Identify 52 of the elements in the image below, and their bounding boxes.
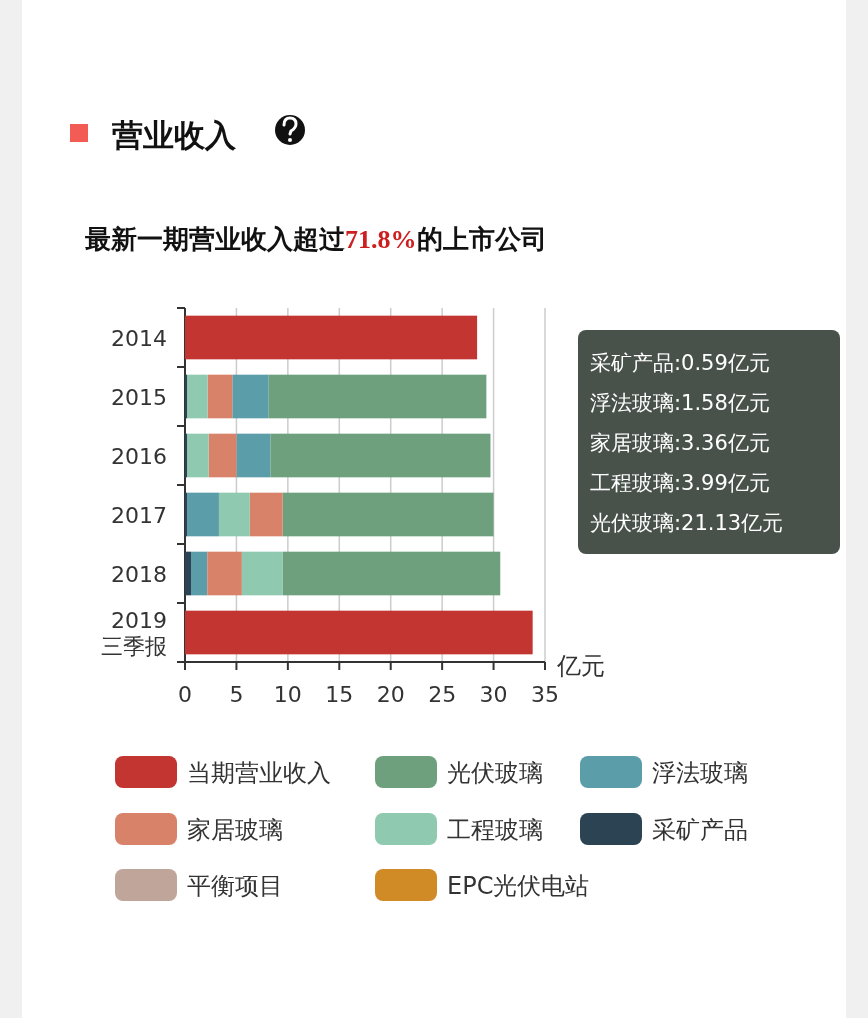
bar <box>185 492 188 537</box>
text: 家居玻璃:3.36亿元 <box>590 431 770 455</box>
x-tick-label: 5 <box>229 682 244 707</box>
bar <box>232 374 269 419</box>
bar <box>207 551 242 596</box>
x-tick-label: 0 <box>178 682 192 707</box>
bar <box>187 374 208 419</box>
bar <box>268 374 487 419</box>
bar <box>236 433 271 478</box>
x-axis-title: 亿元 <box>556 652 605 680</box>
y-tick-label: 2017 <box>111 502 167 528</box>
legend-label: 平衡项目 <box>187 872 283 900</box>
legend-label: EPC光伏电站 <box>447 872 590 900</box>
bar <box>187 433 209 478</box>
bar <box>185 551 192 596</box>
bar <box>218 492 250 537</box>
y-tick-label: 2016 <box>111 443 167 469</box>
y-tick-label: 2019 三季报 <box>101 607 167 659</box>
bar <box>270 433 491 478</box>
bar <box>207 374 233 419</box>
x-tick-label: 30 <box>479 682 508 707</box>
y-tick-label: 2014 <box>111 325 167 351</box>
legend-label: 工程玻璃 <box>447 816 543 844</box>
bar <box>241 551 283 596</box>
bar <box>185 374 188 419</box>
bar <box>185 610 533 655</box>
bar <box>249 492 283 537</box>
bar <box>185 433 188 478</box>
x-tick-label: 15 <box>325 682 354 707</box>
bar <box>185 315 478 360</box>
x-tick-label: 25 <box>428 682 457 707</box>
text: 工程玻璃:3.99亿元 <box>590 471 770 495</box>
legend-label: 家居玻璃 <box>187 816 283 844</box>
text: 浮法玻璃:1.58亿元 <box>590 391 770 415</box>
y-tick-label: 2018 <box>111 561 167 587</box>
chart-title: 营业收入 <box>112 117 237 153</box>
legend-label: 浮法玻璃 <box>652 759 748 787</box>
legend-label: 当期营业收入 <box>187 759 331 787</box>
bar <box>208 433 237 478</box>
y-tick-label: 2015 <box>111 384 167 410</box>
legend-label: 光伏玻璃 <box>447 759 543 787</box>
text: 光伏玻璃:21.13亿元 <box>590 511 784 535</box>
bar <box>191 551 208 596</box>
legend-label: 采矿产品 <box>652 816 748 844</box>
chart-subtitle: 最新一期营业收入超过71.8%的上市公司 <box>84 224 547 254</box>
bar <box>187 492 219 537</box>
bar <box>282 492 494 537</box>
x-tick-label: 10 <box>273 682 302 707</box>
bar <box>282 551 501 596</box>
text: 采矿产品:0.59亿元 <box>590 351 770 375</box>
x-tick-label: 20 <box>376 682 405 707</box>
x-tick-label: 35 <box>531 682 559 707</box>
